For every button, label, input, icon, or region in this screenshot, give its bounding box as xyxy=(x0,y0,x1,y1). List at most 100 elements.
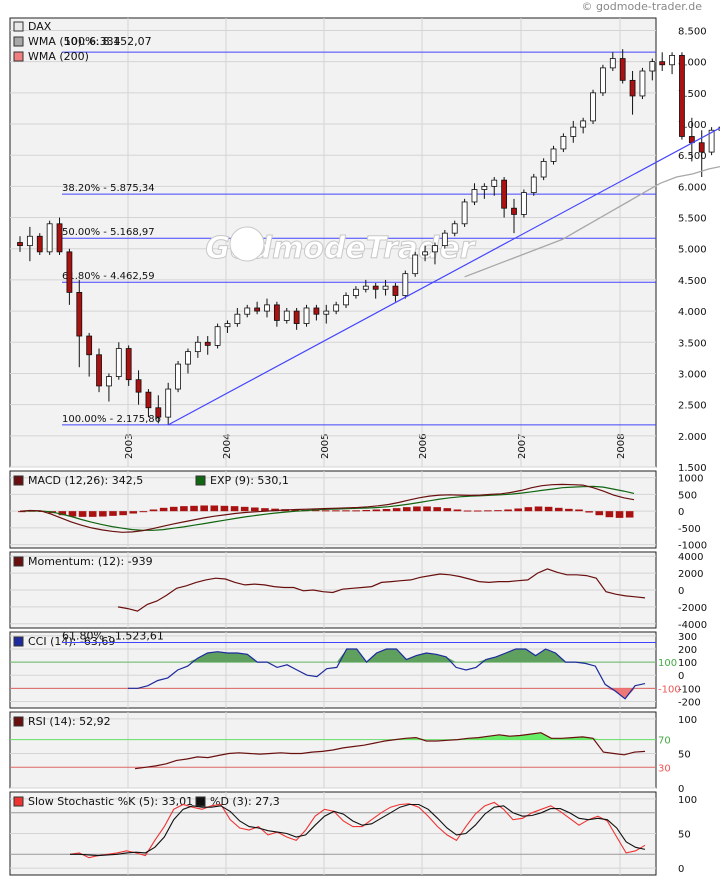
legend-swatch xyxy=(13,475,24,486)
macd-histogram-bar xyxy=(139,511,148,513)
candle-body xyxy=(313,307,320,315)
candle-body xyxy=(353,288,359,296)
macd-histogram-bar xyxy=(352,510,360,512)
candle-body xyxy=(540,161,547,178)
macd-tick-label: 1000 xyxy=(678,474,703,485)
macd-histogram-bar xyxy=(342,510,350,512)
macd-histogram-bar xyxy=(119,511,127,516)
candle-body xyxy=(254,307,261,312)
candle-body xyxy=(343,295,349,306)
macd-histogram-bar xyxy=(544,506,553,512)
cci-line xyxy=(128,648,646,700)
candle-body xyxy=(362,285,369,290)
macd-histogram-bar xyxy=(392,508,401,512)
legend-swatch xyxy=(13,51,24,62)
candle-body xyxy=(36,235,43,253)
macd-histogram-bar xyxy=(473,510,482,512)
candle-body xyxy=(175,363,181,390)
cci-tick-label: 0 xyxy=(678,671,684,682)
candle-body xyxy=(135,379,142,393)
macd-histogram-bar xyxy=(615,511,624,518)
candle-body xyxy=(333,304,340,312)
macd-histogram-bar xyxy=(230,506,239,512)
macd-tick-label: -500 xyxy=(678,524,701,535)
macd-histogram-bar xyxy=(585,511,593,513)
fib-level-label: 50.00% - 5.168,97 xyxy=(62,227,155,238)
momentum-tick-label: -4000 xyxy=(678,620,707,631)
macd-histogram-bar xyxy=(190,505,198,512)
candle-body xyxy=(392,285,399,296)
candle-body xyxy=(155,407,162,418)
year-label: 2004 xyxy=(222,434,233,459)
candle-body xyxy=(185,351,191,365)
candle-body xyxy=(56,223,63,253)
price-tick-label: 5.500 xyxy=(678,214,707,225)
candle-body xyxy=(451,223,458,234)
candle-body xyxy=(402,273,409,296)
macd-histogram-bar xyxy=(534,506,543,512)
year-label: 2003 xyxy=(124,434,135,459)
candle-body xyxy=(461,201,468,225)
candle-body xyxy=(511,207,517,215)
macd-tick-label: 500 xyxy=(678,490,697,501)
candle-body xyxy=(669,55,675,66)
macd-histogram-bar xyxy=(625,511,634,518)
price-tick-label: 8.000 xyxy=(678,58,707,69)
legend-label: DAX xyxy=(28,20,52,33)
copyright-label: © godmode-trader.de xyxy=(581,0,702,13)
macd-histogram-bar xyxy=(372,509,381,512)
candle-body xyxy=(698,142,705,153)
candle-body xyxy=(86,335,93,356)
legend-swatch xyxy=(195,796,206,807)
legend-swatch xyxy=(13,21,24,32)
candle-body xyxy=(491,179,498,187)
momentum-tick-label: 0 xyxy=(678,586,684,597)
cci-tick-label: 300 xyxy=(678,632,697,643)
macd-histogram-bar xyxy=(291,509,300,512)
macd-tick-label: 0 xyxy=(678,507,684,518)
candle-body xyxy=(422,251,428,256)
candle-body xyxy=(639,70,646,97)
candle-body xyxy=(214,326,221,346)
rsi-tick-label: 0 xyxy=(678,784,684,795)
candle-body xyxy=(560,136,567,150)
candle-body xyxy=(106,376,112,387)
momentum-line xyxy=(117,568,646,612)
candle-body xyxy=(649,61,656,72)
rsi-ref-label: 70 xyxy=(658,736,671,747)
price-tick-label: 2.500 xyxy=(678,401,707,412)
macd-histogram-bar xyxy=(433,507,441,512)
macd-histogram-bar xyxy=(200,505,208,512)
momentum-tick-label: 2000 xyxy=(678,569,703,580)
candle-body xyxy=(372,285,379,290)
candle-body xyxy=(501,179,508,209)
candle-body xyxy=(629,79,636,97)
macd-histogram-bar xyxy=(321,510,330,512)
macd-histogram-bar xyxy=(524,507,533,512)
candle-body xyxy=(412,254,419,275)
candle-body xyxy=(115,348,122,377)
macd-histogram-bar xyxy=(494,510,502,512)
legend-label: %D (3): 27,3 xyxy=(210,795,280,808)
stoch-k-line xyxy=(69,801,646,859)
rsi-tick-label: 100 xyxy=(678,715,697,726)
cci-tick-label: 100 xyxy=(678,658,697,669)
candle-body xyxy=(679,55,685,137)
cci-fill-upper xyxy=(128,649,645,663)
macd-histogram-bar xyxy=(332,510,340,512)
legend-swatch xyxy=(13,716,24,727)
macd-histogram-bar xyxy=(88,511,97,517)
macd-histogram-bar xyxy=(159,507,168,512)
candle-body xyxy=(66,251,73,293)
candle-body xyxy=(145,391,152,409)
legend-label: EXP (9): 530,1 xyxy=(210,474,289,487)
candle-body xyxy=(530,176,537,194)
macd-histogram-bar xyxy=(382,508,391,512)
cci-overlay-label: 61.80% - 1.523,61 xyxy=(62,629,164,642)
macd-histogram-bar xyxy=(99,511,107,517)
macd-histogram-bar xyxy=(271,508,279,512)
momentum-tick-label: 4000 xyxy=(678,552,703,563)
candle-body xyxy=(194,341,201,353)
candle-body xyxy=(659,61,666,66)
